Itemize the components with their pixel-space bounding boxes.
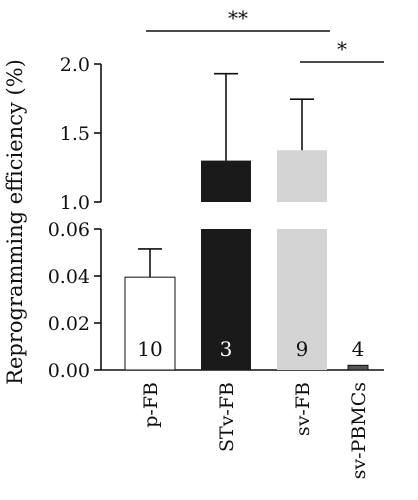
bar bbox=[277, 150, 327, 202]
bar bbox=[201, 229, 251, 370]
category-label: sv-PBMCs bbox=[348, 382, 370, 479]
n-label: 4 bbox=[352, 337, 365, 361]
n-label: 10 bbox=[137, 337, 162, 361]
y-tick-label: 0.00 bbox=[48, 360, 90, 382]
y-tick-label: 0.02 bbox=[48, 313, 90, 335]
y-tick-label: 1.5 bbox=[60, 123, 90, 145]
significance-label: * bbox=[337, 37, 347, 61]
n-label: 9 bbox=[296, 337, 309, 361]
category-label: sv-FB bbox=[292, 382, 314, 436]
y-axis-label: Reprogramming efficiency (%) bbox=[3, 59, 27, 385]
y-tick-label: 1.0 bbox=[60, 192, 90, 214]
category-label: p-FB bbox=[140, 382, 162, 428]
y-tick-label: 2.0 bbox=[60, 54, 90, 76]
bar bbox=[201, 160, 251, 202]
bar bbox=[347, 364, 369, 371]
y-tick-label: 0.04 bbox=[48, 266, 90, 288]
significance-label: ** bbox=[228, 6, 248, 30]
category-label: STv-FB bbox=[216, 382, 238, 452]
n-label: 3 bbox=[220, 337, 233, 361]
bar bbox=[277, 229, 327, 370]
y-tick-label: 0.06 bbox=[48, 219, 90, 241]
